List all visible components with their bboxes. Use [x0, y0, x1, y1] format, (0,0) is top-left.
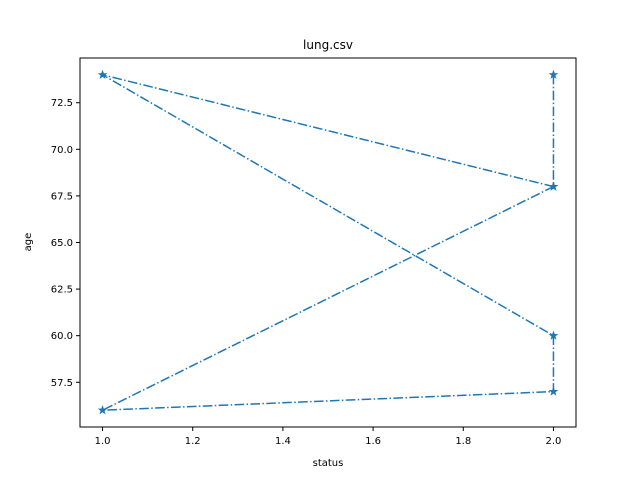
- chart-title: lung.csv: [303, 38, 353, 52]
- y-tick-label: 70.0: [51, 145, 73, 156]
- x-tick-label: 1.4: [275, 436, 291, 447]
- data-point: [548, 181, 559, 191]
- x-tick-label: 1.0: [95, 436, 111, 447]
- data-point: [97, 69, 108, 79]
- x-tick-label: 1.8: [455, 436, 471, 447]
- y-tick-label: 65.0: [51, 238, 73, 249]
- y-tick-label: 62.5: [51, 285, 73, 296]
- y-axis-label: age: [23, 233, 34, 252]
- data-point: [548, 69, 559, 79]
- x-tick-label: 1.2: [185, 436, 201, 447]
- y-tick-label: 60.0: [51, 331, 73, 342]
- x-tick-label: 2.0: [546, 436, 562, 447]
- series-line: [101, 74, 555, 411]
- x-tick-label: 1.6: [365, 436, 381, 447]
- data-point: [548, 386, 559, 396]
- data-point: [548, 330, 559, 340]
- y-tick-label: 67.5: [51, 191, 73, 202]
- x-axis-label: status: [313, 458, 344, 469]
- axes-frame: [79, 57, 577, 428]
- data-point: [97, 405, 108, 415]
- plot-area: 1.0 1.2 1.4 1.6 1.8 2.0 57.5 60.0 62.5 65.0 67.5 70…: [51, 57, 577, 447]
- y-tick-label: 72.5: [51, 98, 73, 109]
- y-tick-label: 57.5: [51, 378, 73, 389]
